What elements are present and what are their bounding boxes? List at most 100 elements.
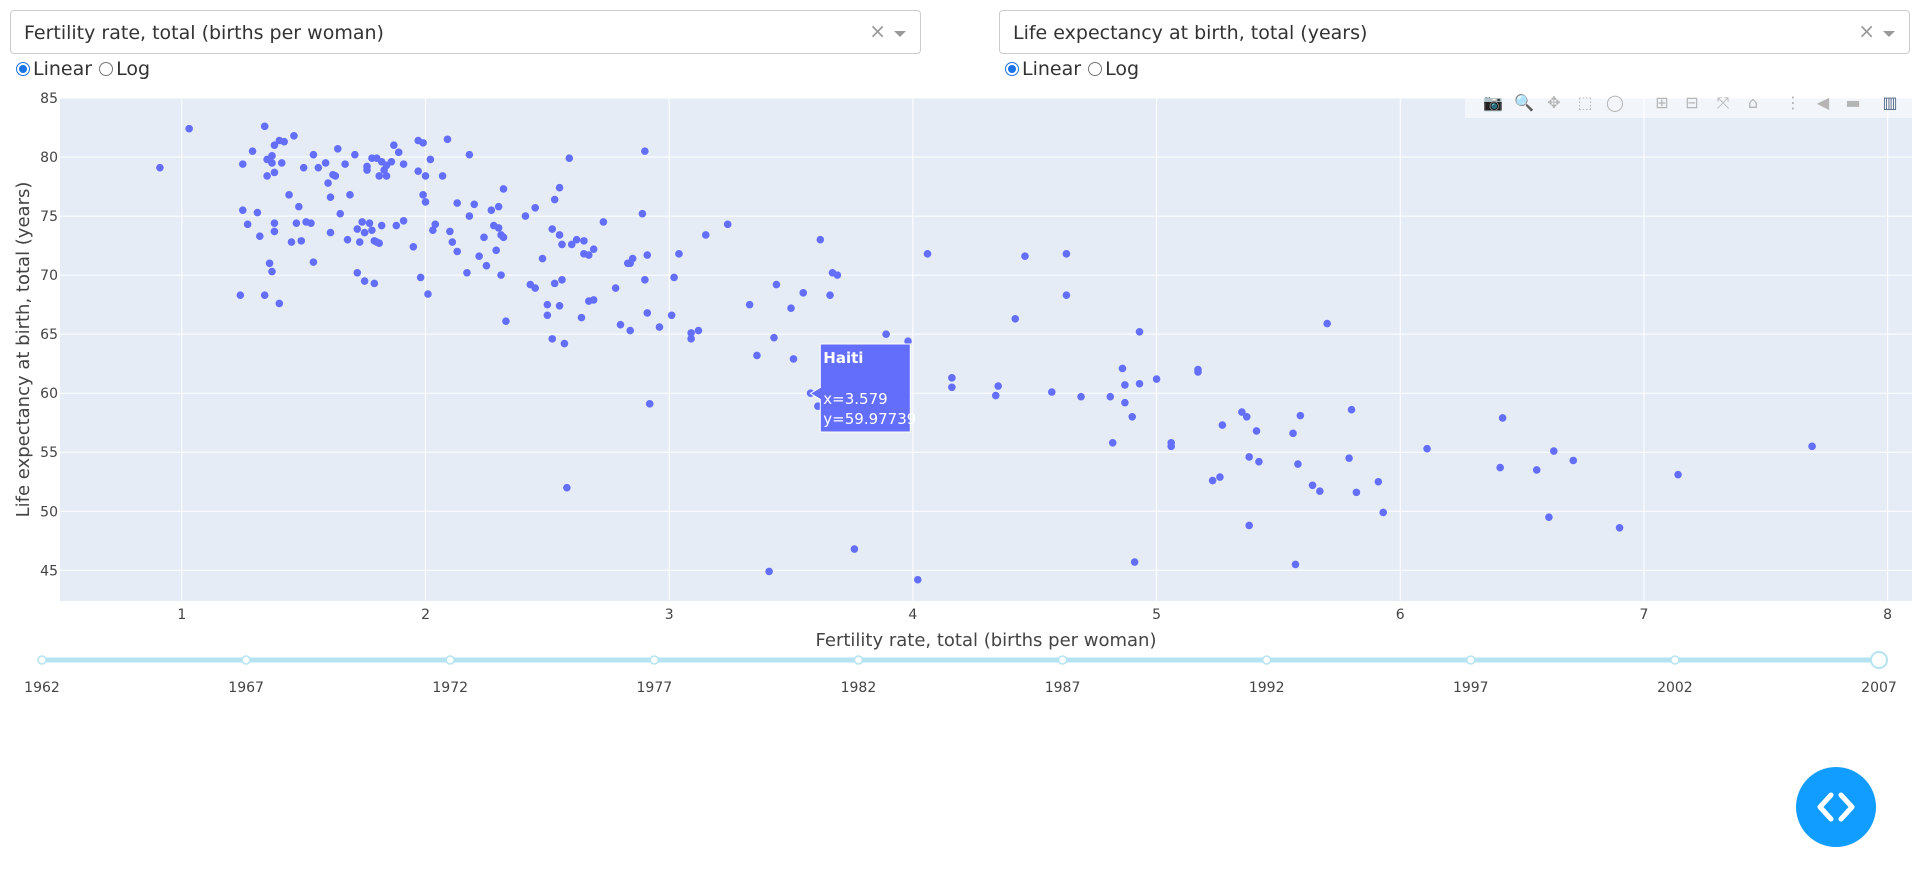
plotly-logo-icon[interactable]: ▥	[1882, 93, 1898, 112]
data-point	[331, 172, 340, 180]
slider-dot[interactable]	[1670, 655, 1680, 665]
slider-year-label[interactable]: 1992	[1249, 680, 1285, 696]
slider-dot[interactable]	[649, 655, 660, 665]
x-scale-log-radio[interactable]	[99, 62, 114, 76]
data-point	[1323, 319, 1331, 328]
data-point	[1152, 375, 1161, 383]
slider-dot[interactable]	[241, 655, 251, 665]
data-point	[1194, 368, 1202, 376]
slider-year-label[interactable]: 1972	[432, 680, 468, 696]
x-scale-linear-radio[interactable]	[16, 62, 30, 76]
data-point	[565, 154, 574, 163]
plot-area[interactable]	[60, 98, 1912, 601]
data-point	[285, 191, 293, 199]
x-axis-dropdown[interactable]: Fertility rate, total (births per woman)…	[10, 10, 921, 54]
zoom-in-icon[interactable]: ⊞	[1655, 93, 1669, 112]
data-point	[772, 280, 781, 289]
x-tick-label: 5	[1152, 607, 1161, 623]
y-scale-log-label[interactable]: Log	[1105, 58, 1139, 80]
data-point	[494, 224, 503, 232]
code-button[interactable]	[1796, 767, 1876, 847]
slider-year-label[interactable]: 1977	[637, 680, 673, 696]
clear-icon[interactable]: ×	[869, 19, 886, 43]
chevron-down-icon[interactable]	[894, 31, 906, 37]
slider-year-label[interactable]: 2002	[1657, 680, 1693, 696]
lasso-select-icon[interactable]: ◯	[1606, 93, 1624, 112]
box-select-icon[interactable]: ⬚	[1577, 93, 1593, 112]
reset-axes-icon[interactable]: ⌂	[1747, 93, 1759, 112]
autoscale-icon[interactable]: ⤧	[1716, 93, 1730, 112]
year-slider[interactable]: 1962 1967 1972 1977 1982 1987 1992 1997 2002 2007	[24, 651, 1897, 696]
data-point	[948, 374, 956, 382]
hover-compare-icon[interactable]: ▬	[1845, 93, 1861, 112]
data-point	[265, 259, 274, 268]
data-point	[641, 147, 649, 155]
pan-icon[interactable]: ✥	[1547, 93, 1561, 112]
slider-year-label[interactable]: 1997	[1453, 680, 1489, 696]
slider-dot[interactable]	[1466, 655, 1476, 665]
data-point	[577, 313, 586, 322]
data-point	[429, 226, 437, 235]
y-scale-linear-label[interactable]: Linear	[1022, 58, 1082, 80]
data-point	[694, 326, 703, 335]
data-point	[1245, 521, 1253, 530]
data-point	[270, 141, 279, 150]
data-point	[638, 209, 647, 218]
y-tick-label: 45	[40, 563, 58, 579]
slider-year-label[interactable]: 1987	[1045, 680, 1081, 696]
slider-dot[interactable]	[37, 655, 47, 665]
data-point	[438, 172, 447, 180]
data-point	[377, 221, 386, 230]
data-point	[1130, 558, 1139, 566]
slider-year-label[interactable]: 1982	[841, 680, 877, 696]
hover-closest-icon[interactable]: ◀	[1816, 93, 1830, 112]
x-scale-log-label[interactable]: Log	[116, 58, 150, 80]
data-point	[499, 185, 508, 193]
data-point	[370, 279, 379, 288]
slider-dot[interactable]	[1057, 655, 1068, 665]
data-point	[1128, 413, 1137, 421]
y-scale-log-radio[interactable]	[1088, 62, 1103, 76]
data-point	[253, 208, 262, 217]
x-scale-linear-label[interactable]: Linear	[33, 58, 93, 80]
data-point	[248, 147, 257, 155]
y-tick-label: 70	[40, 268, 58, 284]
camera-icon[interactable]: 📷	[1483, 93, 1503, 112]
data-point	[387, 157, 396, 166]
data-point	[1549, 447, 1558, 455]
data-point	[270, 168, 279, 177]
y-axis-dropdown[interactable]: Life expectancy at birth, total (years) …	[999, 10, 1910, 54]
chevron-down-icon[interactable]	[1883, 31, 1895, 37]
data-point	[1011, 315, 1020, 323]
data-point	[1615, 523, 1624, 532]
data-point	[994, 382, 1002, 390]
slider-year-label[interactable]: 2007	[1861, 680, 1897, 696]
zoom-out-icon[interactable]: ⊟	[1685, 93, 1699, 112]
clear-icon[interactable]: ×	[1858, 19, 1875, 43]
data-point	[826, 291, 834, 299]
data-point	[243, 220, 252, 229]
spike-lines-icon[interactable]: ⋮	[1785, 93, 1801, 112]
slider-year-label[interactable]: 1962	[24, 680, 60, 696]
slider-year-label[interactable]: 1967	[228, 680, 264, 696]
slider-dot[interactable]	[1261, 655, 1272, 665]
slider-dot[interactable]	[853, 655, 864, 665]
slider-dot[interactable]	[445, 655, 455, 665]
data-point	[616, 320, 625, 329]
y-tick-label: 50	[40, 504, 58, 520]
data-point	[1062, 250, 1071, 258]
data-point	[923, 250, 932, 258]
y-tick-label: 60	[40, 386, 58, 402]
slider-handle[interactable]	[1870, 651, 1888, 669]
data-point	[494, 202, 503, 211]
data-point	[268, 159, 276, 167]
data-point	[563, 483, 571, 492]
data-point	[480, 233, 488, 242]
data-point	[321, 159, 330, 167]
y-scale-linear-radio[interactable]	[1005, 62, 1019, 76]
zoom-icon[interactable]: 🔍	[1514, 93, 1534, 112]
data-point	[256, 232, 264, 240]
data-point	[948, 383, 956, 392]
data-point	[521, 212, 530, 220]
